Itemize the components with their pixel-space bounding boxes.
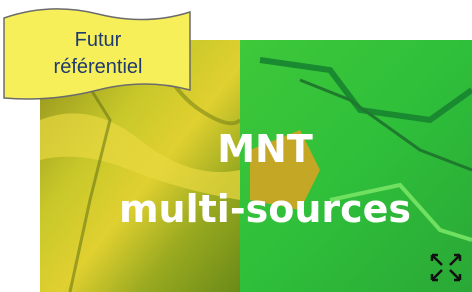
badge-text: référentiel <box>54 56 143 78</box>
card[interactable]: MNT multi-sources Futur référentiel <box>0 0 472 292</box>
badge <box>4 9 190 99</box>
badge-text: Futur <box>75 29 122 51</box>
card-title: MNT <box>217 127 313 171</box>
card-title: multi-sources <box>119 187 411 231</box>
